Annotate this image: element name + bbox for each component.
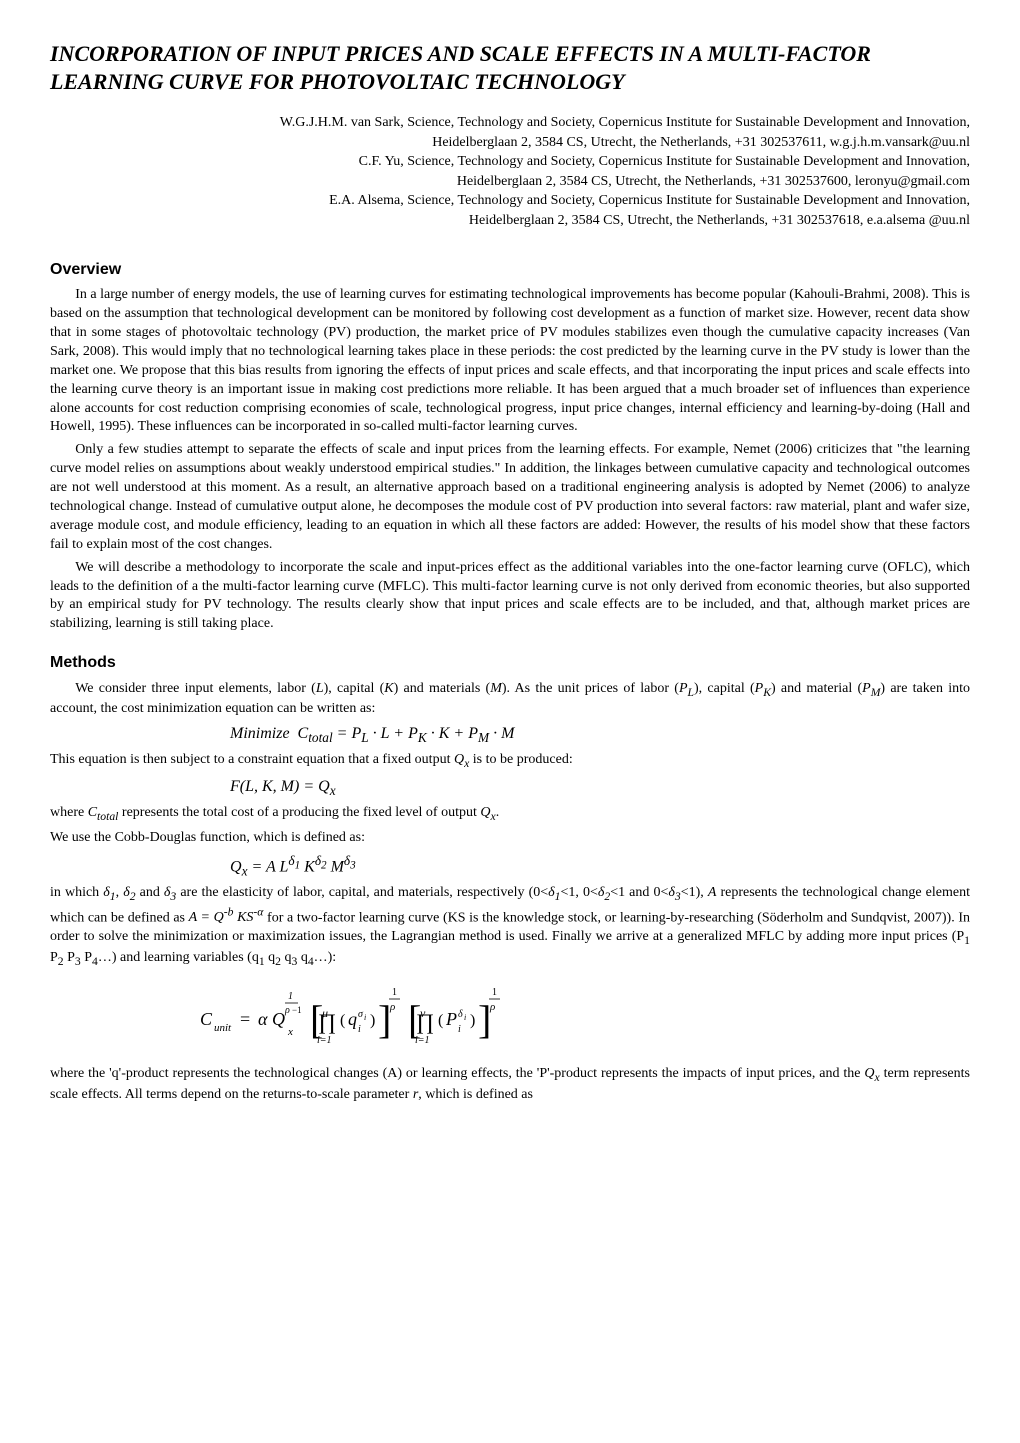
svg-text:ρ: ρ xyxy=(284,1005,290,1016)
var-delta2: δ2 xyxy=(123,885,135,900)
text: where xyxy=(50,805,88,820)
svg-text:i: i xyxy=(464,1013,466,1022)
text: P xyxy=(50,950,58,965)
svg-text:Q: Q xyxy=(272,1009,285,1029)
var-delta1: δ1 xyxy=(103,885,115,900)
svg-text:i: i xyxy=(364,1013,366,1022)
text: q xyxy=(297,950,308,965)
text: <1), xyxy=(681,885,708,900)
text: and xyxy=(136,885,164,900)
var-K: K xyxy=(384,681,393,696)
var-delta2b: δ2 xyxy=(598,885,610,900)
methods-para-5: in which δ1, δ2 and δ3 are the elasticit… xyxy=(50,884,970,969)
text: ), capital ( xyxy=(324,681,385,696)
text: …): xyxy=(314,950,337,965)
methods-para-1: We consider three input elements, labor … xyxy=(50,680,970,719)
methods-para-2: This equation is then subject to a const… xyxy=(50,751,970,772)
svg-text:C: C xyxy=(200,1009,213,1029)
svg-text:P: P xyxy=(445,1009,457,1029)
var-delta1b: δ1 xyxy=(548,885,560,900)
equation-constraint: F(L, K, M) = Qx xyxy=(50,776,970,800)
svg-text:ρ: ρ xyxy=(489,1001,495,1013)
sub: 1 xyxy=(964,934,970,947)
text: q xyxy=(281,950,292,965)
overview-para-3: We will describe a methodology to incorp… xyxy=(50,559,970,635)
svg-text:α: α xyxy=(258,1009,268,1029)
section-heading-methods: Methods xyxy=(50,652,970,674)
var-delta3: δ3 xyxy=(164,885,176,900)
var-PM: PM xyxy=(862,681,880,696)
section-heading-overview: Overview xyxy=(50,259,970,281)
svg-text:∏: ∏ xyxy=(318,1009,336,1034)
var-Qx: Qx xyxy=(864,1066,879,1081)
svg-text:i=1: i=1 xyxy=(317,1035,332,1046)
svg-text:1: 1 xyxy=(492,987,497,998)
equation-cobb-douglas: Qx = A Lδ1 Kδ2 Mδ3 xyxy=(50,852,970,881)
var-Ctotal: Ctotal xyxy=(88,805,119,820)
svg-text:i: i xyxy=(358,1024,361,1035)
svg-text:1: 1 xyxy=(288,991,293,1002)
var-M: M xyxy=(490,681,502,696)
svg-text:unit: unit xyxy=(214,1022,232,1034)
svg-text:=: = xyxy=(240,1009,250,1029)
svg-text:i=1: i=1 xyxy=(415,1035,430,1046)
svg-text:δ: δ xyxy=(458,1009,463,1020)
author-line: C.F. Yu, Science, Technology and Society… xyxy=(50,152,970,172)
var-delta3b: δ3 xyxy=(668,885,680,900)
svg-text:x: x xyxy=(287,1026,293,1038)
svg-text:(: ( xyxy=(340,1012,345,1029)
methods-para-4: We use the Cobb-Douglas function, which … xyxy=(50,829,970,848)
svg-text:): ) xyxy=(370,1012,375,1029)
author-line: W.G.J.H.M. van Sark, Science, Technology… xyxy=(50,113,970,133)
methods-para-6: where the 'q'-product represents the tec… xyxy=(50,1065,970,1104)
author-line: Heidelberglaan 2, 3584 CS, Utrecht, the … xyxy=(50,133,970,153)
text: P xyxy=(64,950,75,965)
text: in which xyxy=(50,885,103,900)
var-PL: PL xyxy=(679,681,694,696)
svg-text:): ) xyxy=(470,1012,475,1029)
text: P xyxy=(81,950,92,965)
svg-text:q: q xyxy=(348,1009,357,1029)
text: are the elasticity of labor, capital, an… xyxy=(176,885,548,900)
text: ) and materials ( xyxy=(394,681,491,696)
text: …) and learning variables (q xyxy=(98,950,259,965)
author-line: Heidelberglaan 2, 3584 CS, Utrecht, the … xyxy=(50,172,970,192)
var-PK: PK xyxy=(755,681,771,696)
var-Qx: Qx xyxy=(480,805,495,820)
page-title: INCORPORATION OF INPUT PRICES AND SCALE … xyxy=(50,40,970,95)
text: <1, 0< xyxy=(560,885,597,900)
author-line: Heidelberglaan 2, 3584 CS, Utrecht, the … xyxy=(50,211,970,231)
svg-text:−1: −1 xyxy=(292,1005,302,1015)
text: represents the total cost of a producing… xyxy=(118,805,480,820)
author-block: W.G.J.H.M. van Sark, Science, Technology… xyxy=(50,113,970,231)
text: ), capital ( xyxy=(694,681,755,696)
text: We consider three input elements, labor … xyxy=(75,681,316,696)
equation-minimize-cost: Minimize Ctotal = PL · L + PK · K + PM ·… xyxy=(50,723,970,747)
methods-para-3: where Ctotal represents the total cost o… xyxy=(50,804,970,825)
svg-text:1: 1 xyxy=(392,987,397,998)
text: . xyxy=(496,805,500,820)
text: ) and material ( xyxy=(771,681,862,696)
text: q xyxy=(265,950,276,965)
text: ). As the unit prices of labor ( xyxy=(502,681,679,696)
svg-text:∏: ∏ xyxy=(416,1009,434,1034)
text: <1 and 0< xyxy=(610,885,668,900)
svg-text:i: i xyxy=(458,1024,461,1035)
equation-generalized-mflc: C unit = α Q 1 ρ −1 x [ μ ∏ i=1 ( q σ i … xyxy=(50,977,970,1057)
overview-para-2: Only a few studies attempt to separate t… xyxy=(50,441,970,554)
svg-text:(: ( xyxy=(438,1012,443,1029)
text: is to be produced: xyxy=(469,752,572,767)
eq-A-def: A = Q-b KS-α xyxy=(189,910,264,925)
text: , which is defined as xyxy=(418,1087,533,1102)
var-L: L xyxy=(316,681,324,696)
text: where the 'q'-product represents the tec… xyxy=(50,1066,864,1081)
var-Qx: Qx xyxy=(454,752,469,767)
text: This equation is then subject to a const… xyxy=(50,752,454,767)
svg-text:ρ: ρ xyxy=(389,1001,395,1013)
author-line: E.A. Alsema, Science, Technology and Soc… xyxy=(50,191,970,211)
overview-para-1: In a large number of energy models, the … xyxy=(50,286,970,437)
